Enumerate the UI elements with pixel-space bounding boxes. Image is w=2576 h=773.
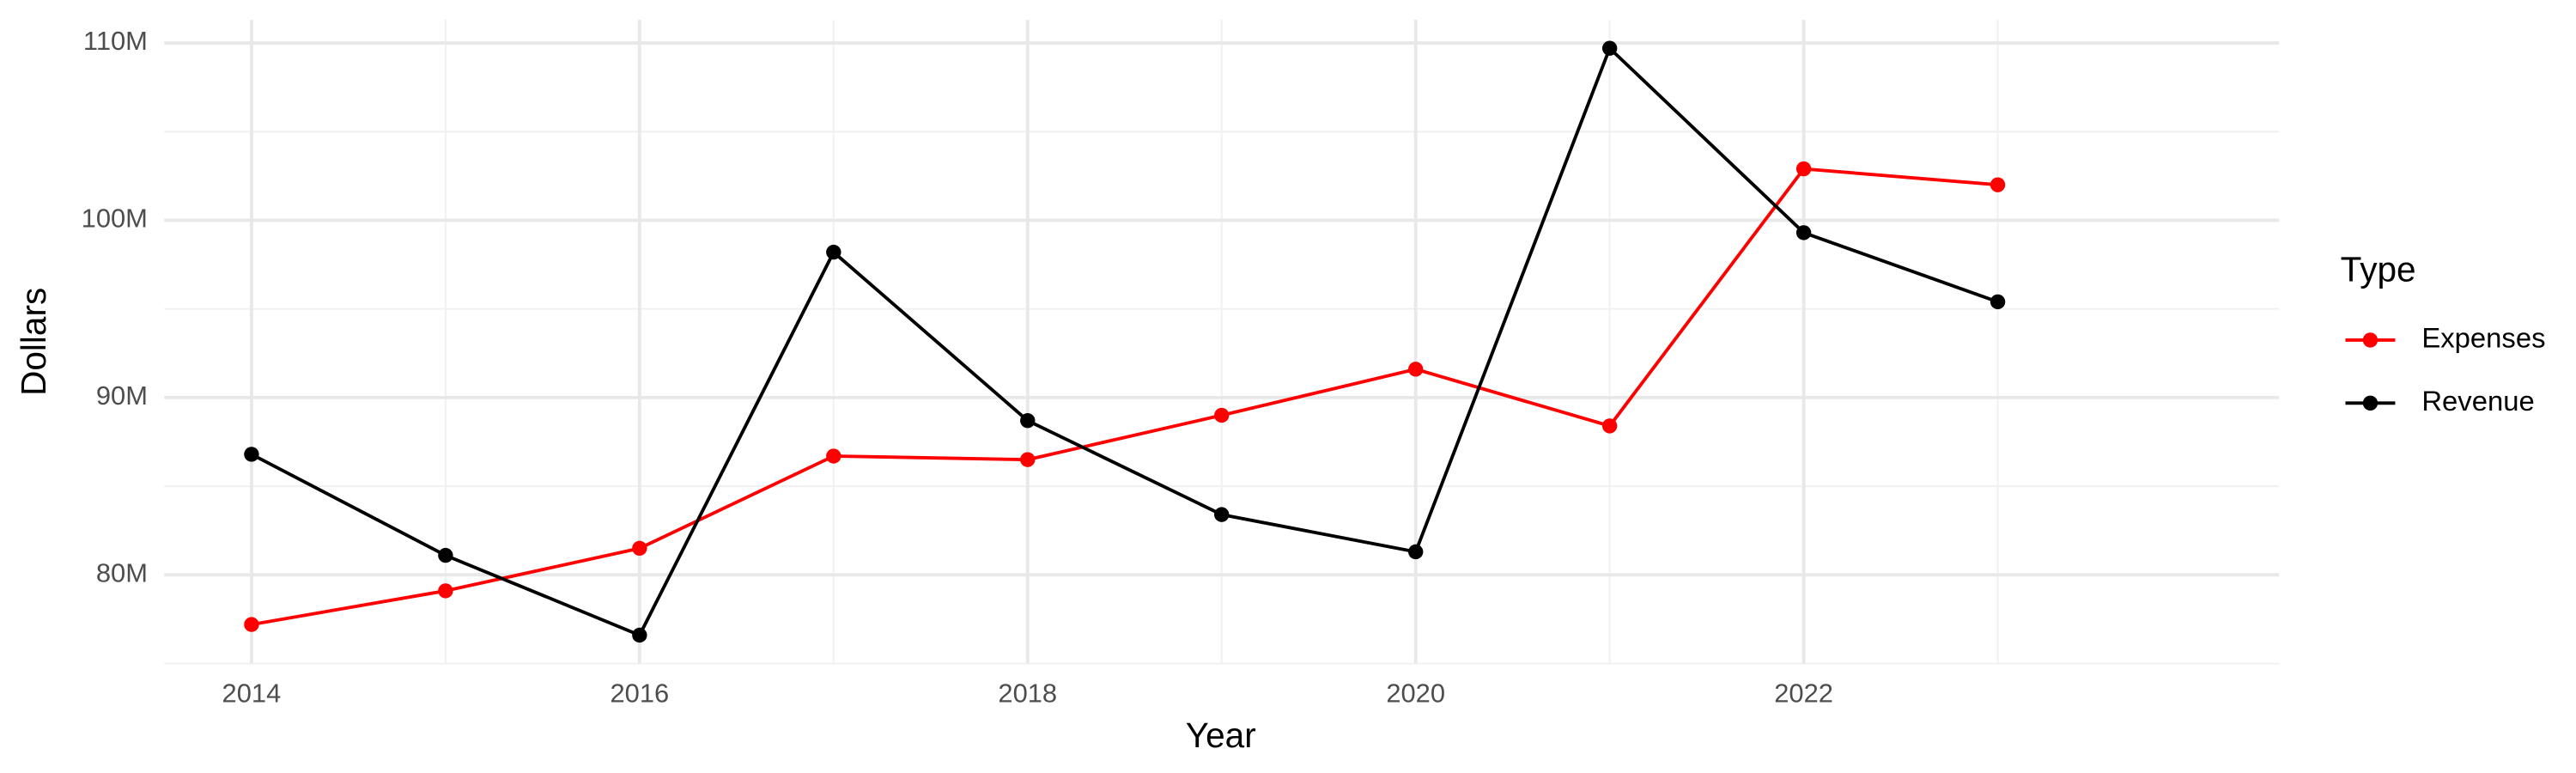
data-point [244,617,259,632]
data-point [1020,452,1036,467]
data-point [1020,413,1036,429]
data-point [632,627,647,643]
data-point [1990,177,2006,192]
data-point [1601,418,1618,434]
x-axis-label: Year [1186,715,1256,755]
data-point [1795,161,1812,177]
data-point [826,244,841,260]
data-point [1407,362,1424,377]
y-tick-label: 90M [96,380,148,411]
data-point [1990,294,2006,310]
legend-label: Revenue [2421,385,2534,417]
data-point [826,448,841,464]
legend-title: Type [2341,249,2416,289]
data-point [438,547,453,563]
series-line [251,45,1999,637]
data-point [244,447,259,462]
y-axis-label: Dollars [14,288,53,396]
data-point [632,540,647,557]
legend-marker [2362,332,2379,348]
y-tick-label: 100M [82,204,148,234]
y-tick-label: 110M [83,26,148,56]
x-tick-label: 2020 [1386,678,1445,708]
x-tick-label: 2014 [222,678,282,708]
y-tick-label: 80M [96,557,148,587]
data-point [1407,544,1424,560]
data-point [1601,40,1618,56]
legend-label: Expenses [2421,322,2545,354]
x-tick-label: 2022 [1774,678,1833,708]
legend-marker [2362,395,2379,411]
data-point [438,583,453,599]
data-point [1214,507,1230,522]
data-point [1214,407,1230,423]
x-tick-label: 2016 [610,678,669,708]
data-point [1795,225,1812,240]
series-line [251,167,1998,627]
x-tick-label: 2018 [998,678,1057,708]
